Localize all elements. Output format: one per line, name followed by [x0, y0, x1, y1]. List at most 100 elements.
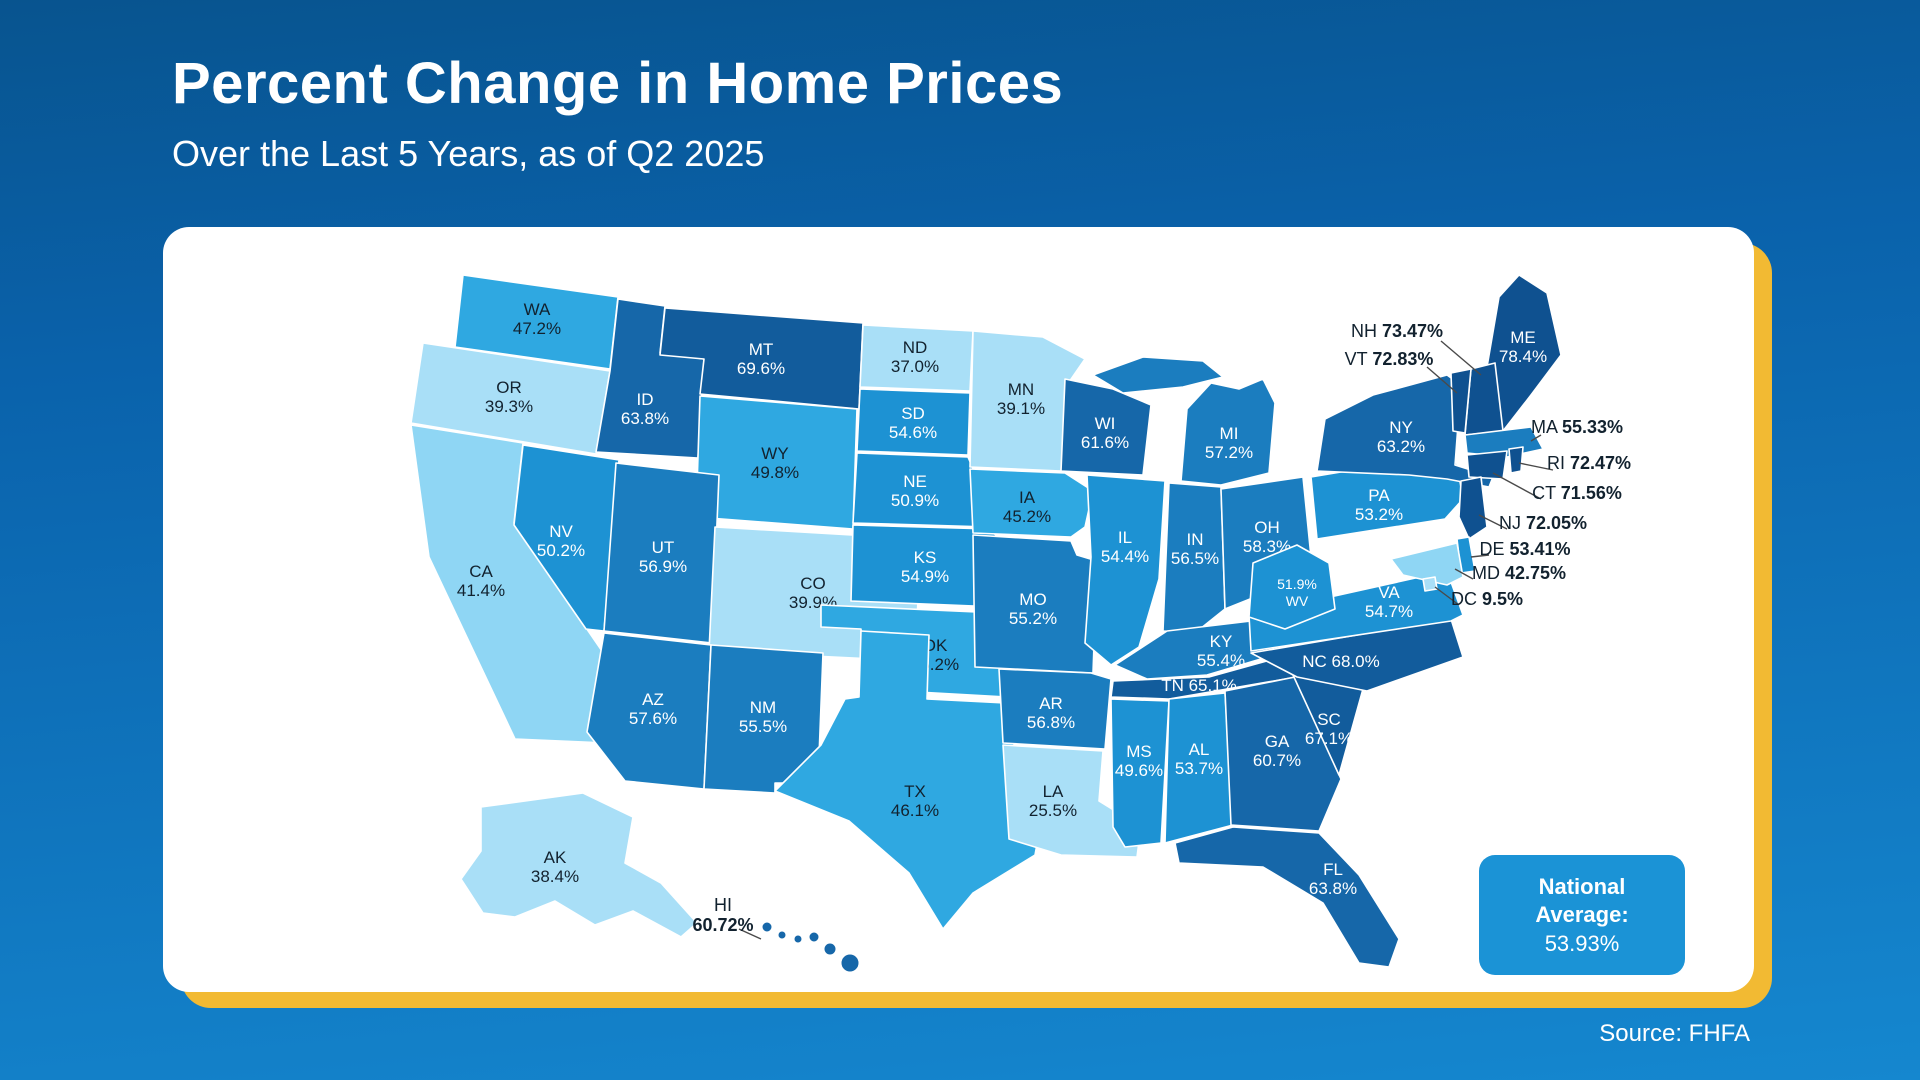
- state-shape-IA: [969, 468, 1094, 538]
- state-shape-VT: [1450, 368, 1472, 434]
- national-average-label: National Average:: [1535, 874, 1629, 927]
- state-label-SC: SC 67.1%: [1305, 710, 1353, 748]
- state-label-IA: IA 45.2%: [1003, 488, 1051, 526]
- us-choropleth-map: WA 47.2% OR 39.3% CA 41.4% NV 50.2% ID 63.8% MT 69.…: [410, 274, 1631, 973]
- leader-line-RI: [1518, 462, 1554, 471]
- state-label-CA: CA 41.4%: [457, 562, 505, 600]
- state-label-AR: AR 56.8%: [1027, 694, 1075, 732]
- state-label-DC: DC 9.5%: [1451, 589, 1523, 609]
- state-shape-NJ: [1458, 476, 1488, 540]
- state-label-AZ: AZ 57.6%: [629, 690, 677, 728]
- state-shape-CT: [1466, 450, 1508, 480]
- leader-line-NH: [1440, 340, 1482, 376]
- state-label-SD: SD 54.6%: [889, 404, 937, 442]
- national-average-value: 53.93%: [1544, 931, 1620, 956]
- leader-line-HI: [738, 928, 762, 940]
- state-shape-ME: [1486, 274, 1562, 432]
- state-shape-NM: [703, 644, 824, 794]
- state-label-ME: ME 78.4%: [1499, 328, 1547, 366]
- leader-line-MD: [1454, 568, 1474, 580]
- state-label-TN: TN 65.1%: [1161, 676, 1237, 695]
- state-label-AK: AK 38.4%: [531, 848, 579, 886]
- state-shape-AZ: [586, 632, 712, 790]
- national-average-badge: National Average: 53.93%: [1479, 855, 1685, 975]
- leader-line-VT: [1426, 366, 1458, 394]
- page-title: Percent Change in Home Prices: [172, 51, 1064, 116]
- leader-line-NJ: [1478, 514, 1508, 530]
- state-label-ND: ND 37.0%: [891, 338, 939, 376]
- state-shape-DC: [1422, 576, 1438, 592]
- state-label-MA: MA 55.33%: [1531, 417, 1623, 437]
- state-label-WV: 51.9% WV: [1277, 576, 1317, 609]
- state-shape-VA: [1248, 570, 1464, 652]
- state-label-HI: HI 60.72%: [692, 895, 753, 935]
- state-label-MS: MS 49.6%: [1115, 742, 1163, 780]
- state-shape-IN: [1162, 482, 1226, 634]
- state-label-TX: TX 46.1%: [891, 782, 939, 820]
- state-label-MI: MI 57.2%: [1205, 424, 1253, 462]
- page-subtitle: Over the Last 5 Years, as of Q2 2025: [172, 133, 765, 174]
- state-shape-MT: [659, 307, 864, 410]
- state-shape-HI: [823, 942, 837, 956]
- state-label-NC: NC 68.0%: [1302, 652, 1379, 671]
- state-label-RI: RI 72.47%: [1547, 453, 1631, 473]
- state-label-NH: NH 73.47%: [1351, 321, 1443, 341]
- state-label-AL: AL 53.7%: [1175, 740, 1223, 778]
- state-shape-WV: [1248, 544, 1336, 630]
- state-shape-AR: [998, 668, 1112, 750]
- state-label-KY: KY 55.4%: [1197, 632, 1245, 670]
- leader-line-DE: [1470, 554, 1490, 558]
- state-label-CT: CT 71.56%: [1532, 483, 1622, 503]
- state-label-VA: VA 54.7%: [1365, 583, 1413, 621]
- state-label-OH: OH 58.3%: [1243, 518, 1291, 556]
- leader-line-DC: [1434, 586, 1460, 606]
- state-shape-NY: [1316, 374, 1494, 488]
- state-label-MO: MO 55.2%: [1009, 590, 1057, 628]
- state-shape-MS: [1110, 698, 1170, 848]
- state-label-WY: WY 49.8%: [751, 444, 799, 482]
- state-shape-HI: [808, 931, 820, 943]
- state-label-NY: NY 63.2%: [1377, 418, 1425, 456]
- state-label-ID: ID 63.8%: [621, 390, 669, 428]
- state-label-WI: WI 61.6%: [1081, 414, 1129, 452]
- state-shape-MD: [1390, 542, 1464, 586]
- state-shape-HI: [777, 930, 787, 940]
- state-label-MD: MD 42.75%: [1472, 563, 1566, 583]
- state-shape-ND: [859, 324, 974, 392]
- map-card: WA 47.2% OR 39.3% CA 41.4% NV 50.2% ID 63.8% MT 69.…: [163, 227, 1754, 992]
- state-label-KS: KS 54.9%: [901, 548, 949, 586]
- state-shape-FL: [1174, 826, 1400, 968]
- state-label-NM: NM 55.5%: [739, 698, 787, 736]
- state-shape-WI: [1060, 378, 1152, 476]
- state-label-VT: VT 72.83%: [1345, 349, 1434, 369]
- source-attribution: Source: FHFA: [1599, 1020, 1750, 1047]
- map-card-wrap: WA 47.2% OR 39.3% CA 41.4% NV 50.2% ID 63.8% MT 69.…: [163, 227, 1772, 1008]
- state-shape-OR: [410, 342, 611, 455]
- state-label-DE: DE 53.41%: [1479, 539, 1570, 559]
- state-label-GA: GA 60.7%: [1253, 732, 1301, 770]
- state-label-NE: NE 50.9%: [891, 472, 939, 510]
- state-shape-NV: [513, 444, 620, 632]
- state-label-NV: NV 50.2%: [537, 522, 585, 560]
- state-label-MT: MT 69.6%: [737, 340, 785, 378]
- state-label-OR: OR 39.3%: [485, 378, 533, 416]
- state-shape-TX: [774, 630, 1048, 930]
- state-shape-HI: [840, 953, 860, 973]
- header: Percent Change in Home Prices Over the L…: [172, 50, 1063, 175]
- state-shape-HI: [793, 934, 803, 944]
- leader-line-MA: [1530, 434, 1542, 442]
- state-shape-RI: [1508, 446, 1524, 474]
- state-label-FL: FL 63.8%: [1309, 860, 1357, 898]
- leader-line-CT: [1492, 472, 1542, 500]
- state-label-NJ: NJ 72.05%: [1499, 513, 1587, 533]
- state-label-PA: PA 53.2%: [1355, 486, 1403, 524]
- state-shape-MI: [1092, 356, 1224, 394]
- state-shape-HI: [761, 921, 773, 933]
- state-shape-MI: [1180, 378, 1276, 486]
- state-label-WA: WA 47.2%: [513, 300, 561, 338]
- state-label-IN: IN 56.5%: [1171, 530, 1219, 568]
- state-shape-SD: [856, 388, 971, 456]
- state-label-MN: MN 39.1%: [997, 380, 1045, 418]
- state-label-LA: LA 25.5%: [1029, 782, 1077, 820]
